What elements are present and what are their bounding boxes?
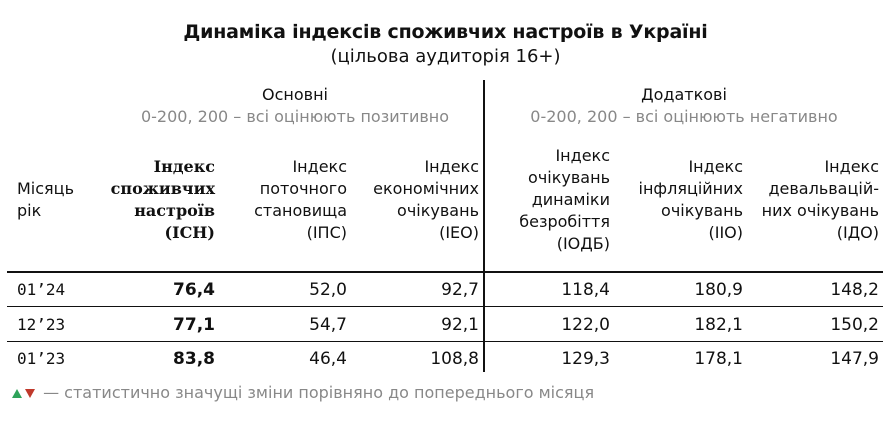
cell-ieo: 108,8: [430, 349, 479, 369]
group-main-label: Основні: [262, 85, 328, 104]
cell-iio: 178,1: [694, 349, 743, 369]
cell-iodb: 122,0: [561, 315, 610, 335]
legend-text: — статистично значущі зміни порівняно до…: [43, 383, 595, 402]
cell-iodb: 129,3: [561, 349, 610, 369]
row-divider: [7, 341, 883, 342]
cell-ido: 147,9: [830, 349, 879, 369]
header-line: очікувань: [528, 168, 610, 187]
header-line: Місяць: [17, 179, 74, 198]
header-line: них очікувань: [761, 201, 879, 220]
cell-ips: 52,0: [309, 280, 347, 300]
table-subtitle: (цільова аудиторія 16+): [330, 46, 561, 67]
header-line: девальвацій-: [768, 179, 879, 198]
header-line: (ІЕО): [439, 223, 479, 242]
group-header-extra: Додаткові 0-200, 200 – всі оцінюють нега…: [484, 84, 884, 128]
header-line: Індекс: [424, 157, 479, 176]
header-line: настроїв: [134, 201, 215, 220]
column-header-iio: Індекс інфляційних очікувань (ІІО): [639, 156, 744, 244]
header-line: (ІІО): [708, 223, 743, 242]
column-header-iodb: Індекс очікувань динаміки безробіття (ІО…: [519, 145, 610, 255]
column-header-ieo: Індекс економічних очікувань (ІЕО): [373, 156, 479, 244]
cell-ieo: 92,1: [441, 315, 479, 335]
triangle-down-icon: [25, 389, 35, 398]
table-title: Динаміка індексів споживчих настроїв в У…: [183, 21, 708, 43]
cell-ido: 150,2: [830, 315, 879, 335]
cell-month: 01’23: [17, 349, 66, 368]
cell-month: 12’23: [17, 315, 66, 334]
header-line: Індекс: [292, 157, 347, 176]
header-line: Індекс: [555, 146, 610, 165]
header-line: інфляційних: [638, 179, 744, 198]
header-line: поточного: [259, 179, 347, 198]
cell-isn: 77,1: [173, 315, 215, 335]
column-header-ips: Індекс поточного становища (ІПС): [254, 156, 347, 244]
group-header-main: Основні 0-200, 200 – всі оцінюють позити…: [100, 84, 490, 128]
header-line: безробіття: [519, 212, 610, 231]
row-divider: [7, 306, 883, 307]
group-divider: [483, 80, 485, 372]
header-line: Індекс: [824, 157, 879, 176]
cell-ips: 54,7: [309, 315, 347, 335]
header-line: становища: [254, 201, 347, 220]
column-header-isn: Індекс споживчих настроїв (ІСН): [111, 156, 215, 244]
triangle-up-icon: [12, 389, 22, 398]
cell-ips: 46,4: [309, 349, 347, 369]
cell-iio: 182,1: [694, 315, 743, 335]
group-extra-label: Додаткові: [641, 85, 727, 104]
header-line: (ІОДБ): [556, 234, 610, 253]
header-line: (ІПС): [306, 223, 347, 242]
header-line: очікувань: [661, 201, 743, 220]
cell-iio: 180,9: [694, 280, 743, 300]
header-line: Індекс: [688, 157, 743, 176]
header-line: Індекс: [153, 157, 215, 176]
header-line: споживчих: [110, 179, 215, 198]
cell-isn: 83,8: [173, 349, 215, 369]
column-header-month: Місяць рік: [17, 178, 74, 222]
header-line: динаміки: [531, 190, 610, 209]
header-divider: [7, 271, 883, 273]
group-main-scale: 0-200, 200 – всі оцінюють позитивно: [140, 107, 450, 126]
cell-isn: 76,4: [173, 280, 215, 300]
cell-iodb: 118,4: [561, 280, 610, 300]
header-line: економічних: [373, 179, 479, 198]
legend: — статистично значущі зміни порівняно до…: [12, 383, 594, 402]
cell-ido: 148,2: [830, 280, 879, 300]
column-header-ido: Індекс девальвацій- них очікувань (ІДО): [762, 156, 879, 244]
header-line: (ІДО): [836, 223, 879, 242]
header-line: (ІСН): [164, 223, 215, 242]
header-line: рік: [17, 201, 42, 220]
group-extra-scale: 0-200, 200 – всі оцінюють негативно: [530, 107, 838, 126]
cell-ieo: 92,7: [441, 280, 479, 300]
cell-month: 01’24: [17, 280, 66, 299]
header-line: очікувань: [397, 201, 479, 220]
